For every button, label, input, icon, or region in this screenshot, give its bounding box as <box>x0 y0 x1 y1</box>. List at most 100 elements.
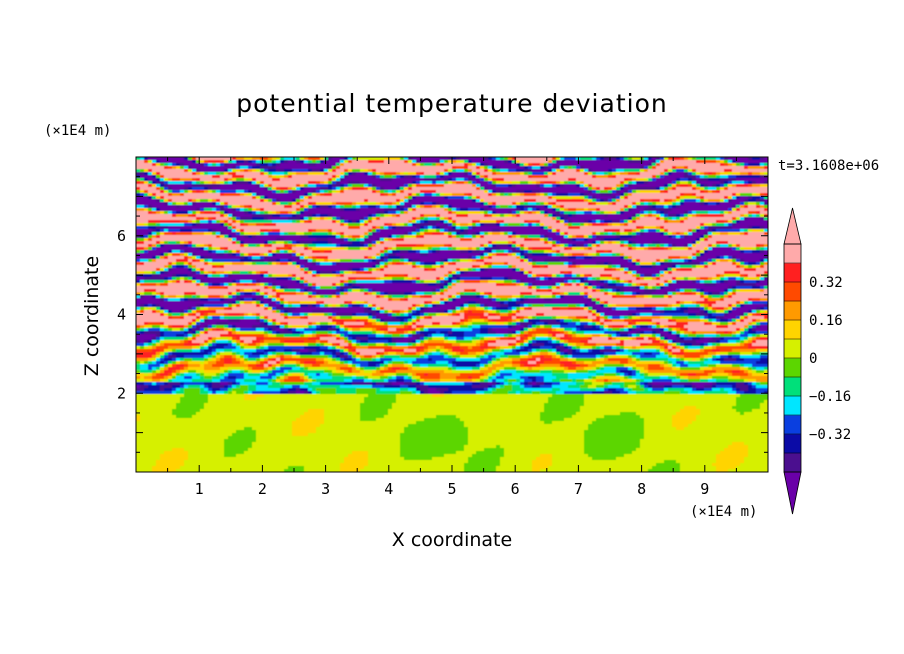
heatmap-cell <box>672 160 677 164</box>
heatmap-cell <box>760 169 765 173</box>
heatmap-cell <box>312 166 317 170</box>
heatmap-cell <box>460 160 465 164</box>
heatmap-cell <box>436 175 441 179</box>
heatmap-cell <box>492 163 497 167</box>
heatmap-cell <box>464 172 469 176</box>
heatmap-cell <box>616 160 621 164</box>
heatmap-cell <box>164 166 169 170</box>
heatmap-cell <box>644 169 649 173</box>
heatmap-cell <box>180 160 185 164</box>
heatmap-cell <box>220 169 225 173</box>
heatmap-cell <box>684 163 689 167</box>
heatmap-cell <box>724 157 729 161</box>
heatmap-cell <box>424 163 429 167</box>
heatmap-cell <box>380 172 385 176</box>
heatmap-cell <box>368 163 373 167</box>
heatmap-cell <box>660 163 665 167</box>
heatmap-cell <box>516 163 521 167</box>
heatmap-cell <box>580 163 585 167</box>
heatmap-cell <box>144 166 149 170</box>
heatmap-cell <box>324 172 329 176</box>
heatmap-cell <box>352 157 357 161</box>
heatmap-cell <box>408 163 413 167</box>
heatmap-cell <box>464 163 469 167</box>
heatmap-cell <box>676 169 681 173</box>
heatmap-cell <box>560 166 565 170</box>
heatmap-cell <box>204 163 209 167</box>
heatmap-cell <box>368 172 373 176</box>
heatmap-cell <box>600 163 605 167</box>
heatmap-cell <box>200 172 205 176</box>
heatmap-cell <box>200 163 205 167</box>
heatmap-cell <box>152 163 157 167</box>
heatmap-cell <box>660 172 665 176</box>
heatmap-cell <box>524 160 529 164</box>
heatmap-cell <box>380 175 385 179</box>
heatmap-cell <box>320 163 325 167</box>
heatmap-cell <box>440 175 445 179</box>
heatmap-cell <box>144 160 149 164</box>
heatmap-cell <box>340 175 345 179</box>
heatmap-cell <box>648 163 653 167</box>
heatmap-cell <box>356 157 361 161</box>
heatmap-cell <box>356 160 361 164</box>
heatmap-cell <box>520 169 525 173</box>
heatmap-cell <box>644 160 649 164</box>
heatmap-cell <box>632 160 637 164</box>
heatmap-cell <box>556 157 561 161</box>
heatmap-cell <box>736 169 741 173</box>
heatmap-cell <box>692 160 697 164</box>
heatmap-cell <box>604 157 609 161</box>
heatmap-cell <box>324 163 329 167</box>
heatmap-cell <box>636 163 641 167</box>
heatmap-cell <box>320 169 325 173</box>
heatmap-cell <box>528 172 533 176</box>
heatmap-cell <box>636 169 641 173</box>
y-unit-label: (×1E4 m) <box>44 123 111 139</box>
heatmap-cell <box>276 163 281 167</box>
heatmap-cell <box>372 175 377 179</box>
heatmap-cell <box>216 160 221 164</box>
heatmap-cell <box>460 157 465 161</box>
heatmap-cell <box>616 163 621 167</box>
heatmap-cell <box>756 166 761 170</box>
heatmap-cell <box>580 160 585 164</box>
heatmap-cell <box>192 169 197 173</box>
heatmap-cell <box>504 172 509 176</box>
heatmap-cell <box>156 166 161 170</box>
heatmap-cell <box>724 172 729 176</box>
heatmap-cell <box>668 160 673 164</box>
heatmap-cell <box>488 169 493 173</box>
heatmap-cell <box>384 172 389 176</box>
heatmap-cell <box>312 160 317 164</box>
heatmap-cell <box>600 157 605 161</box>
heatmap-cell <box>572 172 577 176</box>
heatmap-cell <box>244 163 249 167</box>
heatmap-cell <box>248 172 253 176</box>
heatmap-cell <box>524 157 529 161</box>
heatmap-cell <box>440 163 445 167</box>
heatmap-cell <box>224 172 229 176</box>
heatmap-cell <box>348 163 353 167</box>
heatmap-cell <box>552 166 557 170</box>
heatmap-cell <box>200 175 205 179</box>
heatmap-cell <box>252 157 257 161</box>
heatmap-cell <box>668 163 673 167</box>
heatmap-cell <box>252 160 257 164</box>
heatmap-cell <box>160 157 165 161</box>
heatmap-cell <box>356 166 361 170</box>
heatmap-cell <box>320 166 325 170</box>
heatmap-cell <box>740 166 745 170</box>
heatmap-cell <box>532 157 537 161</box>
heatmap-cell <box>228 172 233 176</box>
heatmap-cell <box>416 175 421 179</box>
heatmap-cell <box>460 172 465 176</box>
heatmap-cell <box>596 160 601 164</box>
heatmap-cell <box>228 160 233 164</box>
heatmap-cell <box>716 163 721 167</box>
heatmap-cell <box>548 160 553 164</box>
heatmap-cell <box>392 166 397 170</box>
heatmap-cell <box>276 169 281 173</box>
heatmap-cell <box>444 157 449 161</box>
